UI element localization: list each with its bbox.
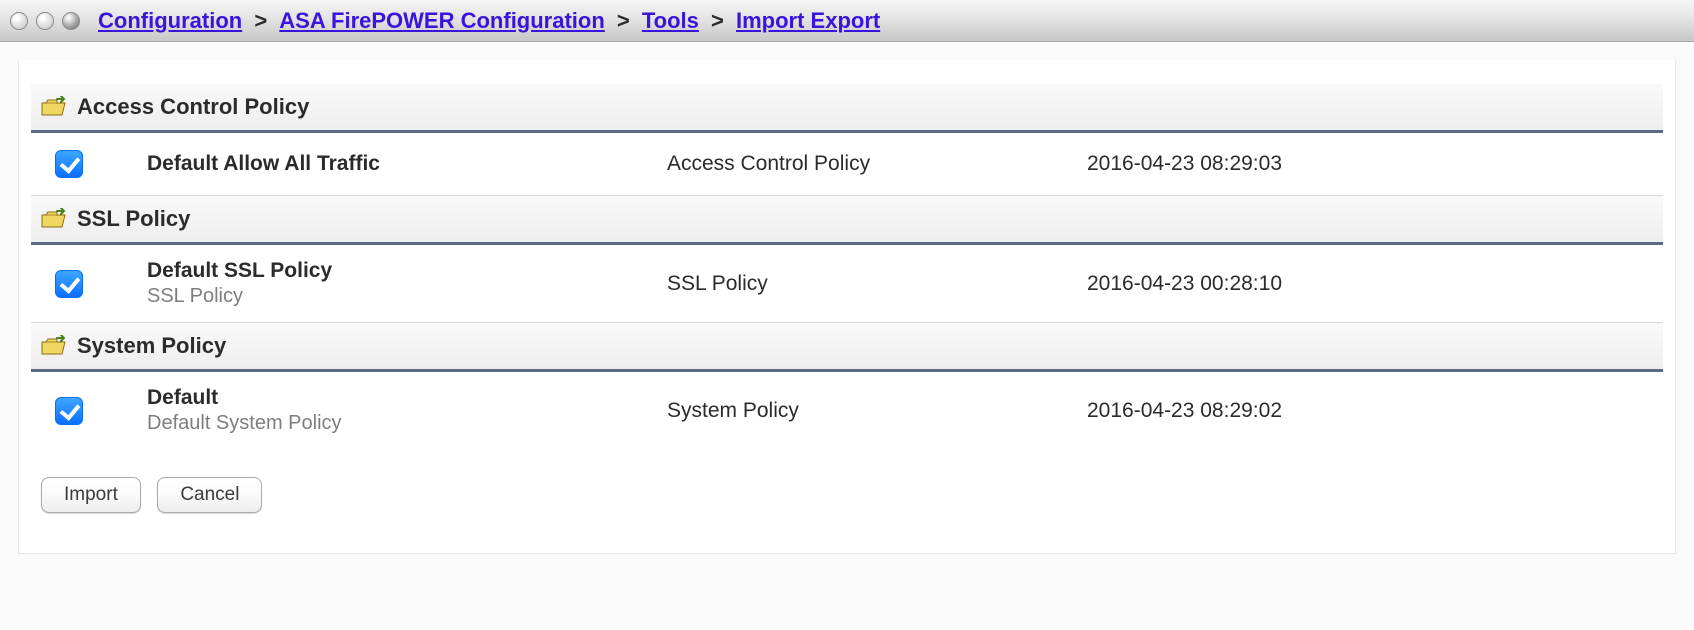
select-checkbox[interactable] bbox=[55, 270, 83, 298]
breadcrumb-sep: > bbox=[242, 8, 279, 33]
breadcrumb: Configuration > ASA FirePOWER Configurat… bbox=[98, 8, 880, 34]
section-header-system: System Policy bbox=[31, 323, 1663, 372]
policy-type: System Policy bbox=[667, 399, 1087, 423]
import-button[interactable]: Import bbox=[41, 477, 141, 513]
folder-open-icon bbox=[41, 208, 67, 230]
policy-desc: Default System Policy bbox=[147, 412, 667, 435]
folder-open-icon bbox=[41, 335, 67, 357]
minimize-window-icon[interactable] bbox=[36, 12, 54, 30]
policy-name: Default Allow All Traffic bbox=[147, 152, 667, 176]
breadcrumb-configuration[interactable]: Configuration bbox=[98, 8, 242, 33]
breadcrumb-import-export[interactable]: Import Export bbox=[736, 8, 880, 33]
policy-name-cell: Default Default System Policy bbox=[147, 386, 667, 435]
section-title: System Policy bbox=[77, 333, 226, 359]
policy-date: 2016-04-23 08:29:02 bbox=[1087, 399, 1653, 423]
policy-type: Access Control Policy bbox=[667, 152, 1087, 176]
select-checkbox[interactable] bbox=[55, 397, 83, 425]
zoom-window-icon[interactable] bbox=[62, 12, 80, 30]
policy-date: 2016-04-23 00:28:10 bbox=[1087, 272, 1653, 296]
breadcrumb-sep: > bbox=[605, 8, 642, 33]
table-row: Default SSL Policy SSL Policy SSL Policy… bbox=[31, 245, 1663, 323]
policy-name: Default bbox=[147, 386, 667, 410]
policy-name-cell: Default Allow All Traffic bbox=[147, 152, 667, 176]
page: Access Control Policy Default Allow All … bbox=[18, 60, 1676, 554]
table-row: Default Default System Policy System Pol… bbox=[31, 372, 1663, 449]
section-title: Access Control Policy bbox=[77, 94, 309, 120]
section-title: SSL Policy bbox=[77, 206, 190, 232]
button-bar: Import Cancel bbox=[31, 477, 1663, 513]
select-checkbox[interactable] bbox=[55, 150, 83, 178]
table-row: Default Allow All Traffic Access Control… bbox=[31, 133, 1663, 196]
breadcrumb-tools[interactable]: Tools bbox=[642, 8, 699, 33]
folder-open-icon bbox=[41, 96, 67, 118]
policy-desc: SSL Policy bbox=[147, 285, 667, 308]
section-header-ssl: SSL Policy bbox=[31, 196, 1663, 245]
policy-name-cell: Default SSL Policy SSL Policy bbox=[147, 259, 667, 308]
cancel-button[interactable]: Cancel bbox=[157, 477, 262, 513]
window-controls bbox=[10, 12, 80, 30]
policy-type: SSL Policy bbox=[667, 272, 1087, 296]
breadcrumb-asa-firepower[interactable]: ASA FirePOWER Configuration bbox=[279, 8, 605, 33]
close-window-icon[interactable] bbox=[10, 12, 28, 30]
section-header-access-control: Access Control Policy bbox=[31, 84, 1663, 133]
breadcrumb-sep: > bbox=[699, 8, 736, 33]
policy-name: Default SSL Policy bbox=[147, 259, 667, 283]
window-titlebar: Configuration > ASA FirePOWER Configurat… bbox=[0, 0, 1694, 42]
policy-sections: Access Control Policy Default Allow All … bbox=[31, 84, 1663, 449]
policy-date: 2016-04-23 08:29:03 bbox=[1087, 152, 1653, 176]
